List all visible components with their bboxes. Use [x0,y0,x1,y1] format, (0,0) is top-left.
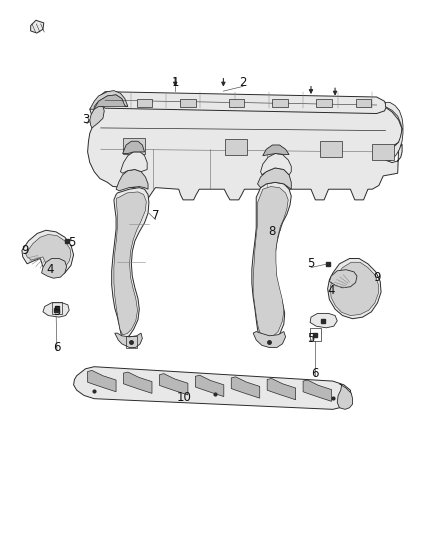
Polygon shape [114,192,146,335]
Polygon shape [303,380,332,401]
Text: 9: 9 [373,271,381,284]
Polygon shape [112,188,149,338]
Polygon shape [91,95,128,118]
Polygon shape [116,169,148,191]
Polygon shape [272,99,288,107]
Polygon shape [310,313,337,328]
Text: 3: 3 [82,114,89,126]
Bar [52,302,62,314]
Text: 10: 10 [177,391,191,403]
Text: 5: 5 [69,236,76,249]
Text: 9: 9 [21,244,29,257]
Polygon shape [231,377,260,398]
Polygon shape [90,107,104,128]
Text: 5: 5 [53,305,60,318]
Polygon shape [120,152,147,173]
Polygon shape [123,138,145,154]
Polygon shape [316,99,332,107]
Polygon shape [253,187,288,338]
Polygon shape [22,230,74,276]
Polygon shape [90,91,128,109]
Polygon shape [31,20,44,33]
Polygon shape [263,145,289,156]
Text: 4: 4 [327,284,335,297]
Text: 5: 5 [307,257,314,270]
Polygon shape [42,259,67,278]
Polygon shape [356,99,371,107]
Polygon shape [99,92,386,114]
Polygon shape [195,375,224,397]
Polygon shape [137,99,152,107]
Polygon shape [252,182,291,342]
Polygon shape [330,262,378,316]
Polygon shape [258,168,291,189]
Polygon shape [261,154,291,175]
Text: 7: 7 [152,209,159,222]
Text: 4: 4 [46,263,54,276]
Polygon shape [253,332,286,348]
Polygon shape [337,384,353,409]
Polygon shape [229,99,244,107]
Polygon shape [328,259,381,319]
Polygon shape [385,102,403,161]
Polygon shape [25,235,71,271]
Polygon shape [159,374,188,395]
Text: 2: 2 [239,76,247,89]
Polygon shape [267,378,296,400]
Text: 6: 6 [311,367,319,379]
Polygon shape [88,370,116,392]
Polygon shape [88,95,402,200]
Polygon shape [329,270,357,288]
Polygon shape [320,141,342,157]
Polygon shape [123,141,145,154]
Polygon shape [115,333,142,348]
Polygon shape [225,139,247,155]
Polygon shape [124,372,152,393]
Bar [310,328,321,341]
Polygon shape [43,303,69,317]
Text: 5: 5 [307,332,314,345]
Polygon shape [74,367,351,409]
Text: 1: 1 [171,76,179,89]
Polygon shape [180,99,196,107]
Text: 8: 8 [268,225,275,238]
Polygon shape [372,144,394,160]
Text: 6: 6 [53,341,61,354]
Bar [126,336,137,348]
